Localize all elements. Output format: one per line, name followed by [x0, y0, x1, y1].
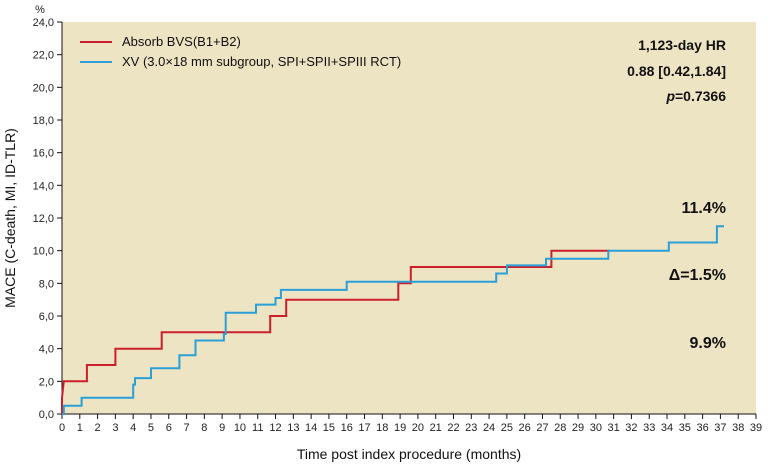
- y-tick-label: 24,0: [33, 17, 54, 29]
- x-tick-label: 35: [679, 422, 691, 434]
- y-tick-label: 16,0: [33, 148, 54, 160]
- x-tick-label: 25: [501, 422, 513, 434]
- x-tick-label: 37: [714, 422, 726, 434]
- hr-title: 1,123-day HR: [638, 37, 726, 53]
- x-tick-label: 14: [305, 422, 317, 434]
- x-tick-label: 17: [358, 422, 370, 434]
- x-tick-label: 15: [323, 422, 335, 434]
- p-value-text: p=0.7366: [665, 88, 726, 104]
- x-tick-label: 12: [269, 422, 281, 434]
- x-tick-label: 3: [112, 422, 118, 434]
- delta-value: Δ=1.5%: [669, 267, 726, 284]
- y-tick-label: 20,0: [33, 82, 54, 94]
- x-tick-label: 21: [430, 422, 442, 434]
- x-tick-label: 5: [148, 422, 154, 434]
- y-tick-label: 2,0: [39, 376, 54, 388]
- hr-value: 0.88 [0.42,1.84]: [627, 63, 726, 79]
- x-tick-label: 19: [394, 422, 406, 434]
- legend-label-bvs: Absorb BVS(B1+B2): [122, 34, 241, 49]
- y-axis: 0,0 2,0 4,0 6,0 8,0 10,0 12,0 14,0 16,0 18,0 20,0 2…: [33, 17, 63, 421]
- y-tick-label: 22,0: [33, 50, 54, 62]
- series-line-bvs: [61, 249, 611, 414]
- x-tick-label: 11: [252, 422, 263, 434]
- x-tick-label: 9: [219, 422, 225, 434]
- y-tick-label: 6,0: [39, 311, 54, 323]
- y-tick-label: 0,0: [39, 409, 54, 421]
- bvs-end-value: 9.9%: [690, 335, 726, 352]
- x-tick-label: 7: [184, 422, 190, 434]
- x-tick-label: 39: [750, 422, 762, 434]
- legend: Absorb BVS(B1+B2) XV (3.0×18 mm subgroup…: [80, 34, 401, 69]
- x-tick-label: 23: [465, 422, 477, 434]
- y-tick-label: 12,0: [33, 213, 54, 225]
- x-tick-label: 10: [234, 422, 246, 434]
- y-axis-unit: %: [35, 4, 45, 16]
- x-axis: 0 1 2 3 4 5 6 7 8 9 10 11 12 13 14 15 16 17 18 19 20 21 22 23 24…: [59, 413, 762, 434]
- x-tick-label: 22: [447, 422, 459, 434]
- x-tick-label: 26: [519, 422, 531, 434]
- x-tick-label: 31: [608, 422, 620, 434]
- x-tick-label: 1: [77, 422, 83, 434]
- y-tick-label: 10,0: [33, 246, 54, 258]
- y-tick-label: 14,0: [33, 180, 54, 192]
- annotations: 1,123-day HR 0.88 [0.42,1.84] p=0.7366 1…: [627, 37, 726, 352]
- x-axis-title: Time post index procedure (months): [297, 446, 521, 462]
- xv-end-value: 11.4%: [682, 200, 726, 217]
- x-tick-label: 30: [590, 422, 602, 434]
- x-tick-label: 29: [572, 422, 584, 434]
- x-tick-label: 4: [130, 422, 136, 434]
- y-tick-label: 8,0: [39, 278, 54, 290]
- x-tick-label: 2: [95, 422, 101, 434]
- y-tick-label: 18,0: [33, 115, 54, 127]
- x-tick-label: 13: [287, 422, 299, 434]
- y-tick-label: 4,0: [39, 344, 54, 356]
- x-tick-label: 8: [201, 422, 207, 434]
- x-tick-label: 24: [483, 422, 495, 434]
- x-tick-label: 36: [696, 422, 708, 434]
- x-tick-label: 33: [643, 422, 655, 434]
- x-tick-label: 0: [59, 422, 65, 434]
- p-label: p: [665, 88, 675, 104]
- x-tick-label: 20: [412, 422, 424, 434]
- x-tick-label: 28: [554, 422, 566, 434]
- p-value: =0.7366: [675, 88, 726, 104]
- x-tick-label: 32: [625, 422, 637, 434]
- x-tick-label: 27: [536, 422, 548, 434]
- x-tick-label: 6: [166, 422, 172, 434]
- y-axis-title: MACE (C-death, MI, ID-TLR): [2, 128, 18, 308]
- plot-area: [62, 22, 756, 414]
- x-tick-label: 34: [661, 422, 673, 434]
- series-layer: [61, 225, 724, 415]
- x-tick-label: 18: [376, 422, 388, 434]
- x-tick-label: 38: [732, 422, 744, 434]
- series-line-xv: [62, 225, 724, 415]
- x-tick-label: 16: [341, 422, 353, 434]
- legend-label-xv: XV (3.0×18 mm subgroup, SPI+SPII+SPIII R…: [122, 54, 401, 69]
